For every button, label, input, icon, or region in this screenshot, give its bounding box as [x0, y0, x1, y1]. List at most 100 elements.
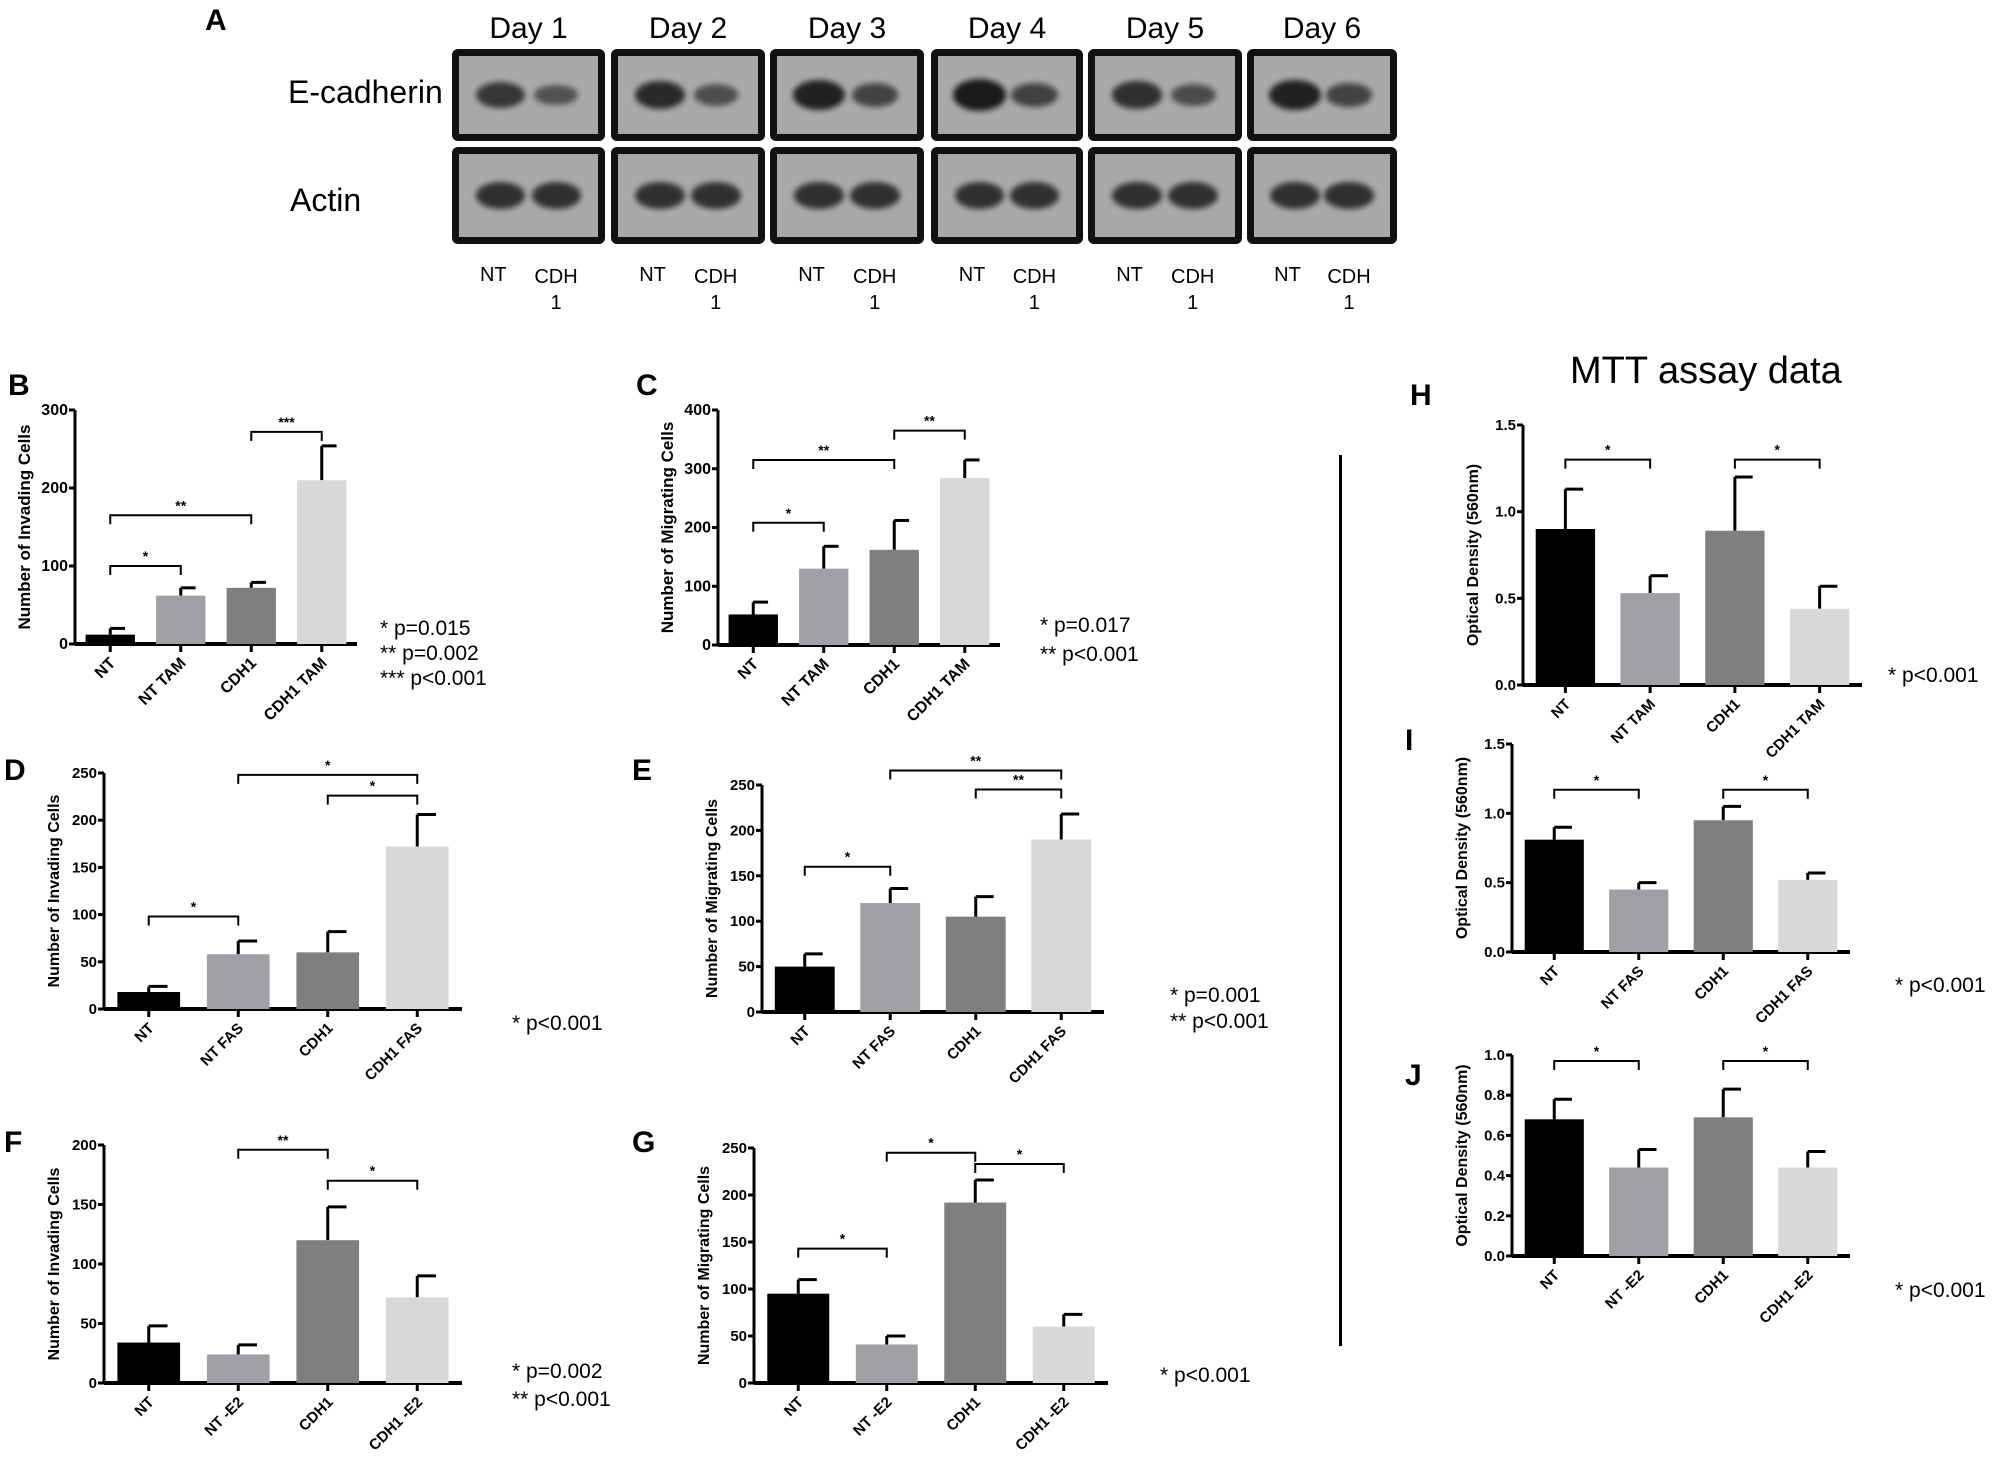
- p-value-note: * p<0.001: [1160, 1364, 1251, 1387]
- p-value-note: * p<0.001: [1895, 974, 1986, 997]
- y-tick-label: 200: [684, 520, 711, 537]
- lane-label-cdh1: CDH 1: [845, 264, 905, 316]
- protein-band: [1009, 181, 1060, 210]
- bar-cdh1: [869, 549, 919, 645]
- x-tick-label: CDH1: [943, 1394, 984, 1435]
- bar-cdh1-tam: [940, 478, 990, 645]
- y-tick-label: 0: [89, 1375, 97, 1392]
- bar-nt-tam: [156, 595, 206, 644]
- significance-bracket: [147, 915, 240, 926]
- protein-band: [691, 181, 741, 210]
- y-tick-label: 100: [722, 1281, 747, 1298]
- blot-e-cadherin: [452, 49, 605, 141]
- x-tick-label: NT -E2: [201, 1394, 247, 1440]
- y-tick-label: 0.4: [1484, 1168, 1506, 1185]
- significance-label: *: [191, 898, 197, 914]
- significance-label: **: [924, 413, 935, 429]
- blot-actin: [1247, 147, 1397, 244]
- protein-band: [1011, 83, 1058, 107]
- x-tick-label: CDH1 -E2: [366, 1394, 426, 1454]
- protein-band: [1326, 83, 1373, 107]
- x-tick-label: NT: [787, 1023, 813, 1049]
- x-tick-label: NT: [131, 1394, 157, 1420]
- bar-nt-fas: [860, 903, 921, 1012]
- significance-label: *: [845, 849, 851, 865]
- x-tick-label: CDH1 -E2: [1012, 1394, 1072, 1454]
- y-tick-label: 0: [739, 1375, 747, 1392]
- bar-nt-fas: [206, 954, 270, 1009]
- bar-cdh1: [296, 1240, 360, 1383]
- bar-nt-fas: [1609, 889, 1669, 952]
- x-tick-label: CDH1: [860, 656, 903, 699]
- y-tick-label: 0.0: [1484, 1248, 1505, 1265]
- lane-label-line: CDH: [694, 266, 738, 288]
- p-value-note: ** p<0.001: [1040, 643, 1139, 666]
- significance-bracket: [1733, 458, 1821, 469]
- significance-bracket: [237, 1148, 329, 1159]
- protein-band: [794, 181, 844, 210]
- lane-label-line: 1: [710, 292, 722, 314]
- y-tick-label: 50: [80, 954, 97, 971]
- significance-bracket: [250, 430, 323, 441]
- significance-bracket: [803, 865, 892, 876]
- panel-label-c: C: [636, 369, 658, 402]
- significance-bracket: [326, 1179, 419, 1190]
- x-tick-label: NT FAS: [849, 1023, 899, 1073]
- p-value-note: * p<0.001: [512, 1012, 603, 1035]
- blot-actin: [770, 147, 924, 244]
- lane-label-nt: NT: [958, 264, 986, 286]
- lane-label-line: 1: [1187, 292, 1199, 314]
- x-tick-label: CDH1: [1691, 1267, 1732, 1308]
- significance-label: **: [175, 497, 186, 513]
- bar-nt: [774, 966, 835, 1012]
- bar-nt: [117, 992, 181, 1009]
- lane-label-line: CDH: [1012, 266, 1057, 288]
- y-tick-label: 200: [72, 1137, 97, 1154]
- day-label: Day 4: [967, 12, 1047, 45]
- x-tick-label: NT: [735, 656, 762, 683]
- significance-bracket: [1553, 1060, 1640, 1071]
- panel-label-j: J: [1405, 1059, 1422, 1092]
- x-tick-label: CDH1: [217, 655, 260, 698]
- y-tick-label: 200: [730, 822, 755, 839]
- day-label: Day 2: [648, 12, 728, 45]
- y-axis-label: Number of Migrating Cells: [696, 1166, 713, 1365]
- bar-cdh1-e2: [385, 1297, 449, 1383]
- p-value-note: * p<0.001: [1895, 1279, 1986, 1302]
- x-tick-label: NT TAM: [779, 656, 833, 710]
- bar-nt-e2: [1609, 1167, 1669, 1256]
- bar-cdh1: [226, 587, 276, 644]
- y-axis-label: Optical Density (560nm): [1465, 464, 1482, 646]
- panel-label-h: H: [1410, 379, 1432, 412]
- lane-label-nt: NT: [1274, 264, 1301, 286]
- protein-band: [1270, 181, 1320, 210]
- significance-bracket: [326, 794, 419, 805]
- day-label: Day 1: [489, 12, 568, 45]
- protein-band: [1112, 181, 1162, 210]
- panel-label-i: I: [1405, 724, 1413, 757]
- y-tick-label: 50: [738, 959, 755, 976]
- y-axis-label: Number of Invading Cells: [46, 1167, 63, 1360]
- protein-band: [476, 82, 525, 108]
- y-tick-label: 50: [730, 1328, 747, 1345]
- bar-cdh1-fas: [385, 846, 449, 1009]
- protein-band: [1324, 181, 1374, 210]
- significance-label: *: [840, 1231, 846, 1247]
- lane-label-nt: NT: [479, 264, 507, 286]
- y-tick-label: 1.0: [1495, 504, 1516, 521]
- x-tick-label: CDH1: [296, 1020, 337, 1061]
- y-tick-label: 300: [41, 402, 68, 419]
- protein-band: [1268, 80, 1321, 110]
- significance-label: *: [1017, 1146, 1023, 1162]
- significance-label: *: [370, 1163, 376, 1179]
- y-axis-label: Optical Density (560nm): [1454, 1064, 1471, 1246]
- p-value-note: ** p<0.001: [1170, 1010, 1269, 1033]
- x-tick-label: CDH1 TAM: [261, 655, 331, 725]
- y-tick-label: 0.5: [1495, 590, 1516, 607]
- x-tick-label: CDH1 -E2: [1756, 1267, 1816, 1327]
- lane-label-line: 1: [1343, 292, 1355, 314]
- y-tick-label: 250: [722, 1140, 747, 1157]
- significance-bracket: [237, 773, 419, 784]
- blot-actin: [611, 147, 765, 244]
- bar-nt: [85, 634, 135, 644]
